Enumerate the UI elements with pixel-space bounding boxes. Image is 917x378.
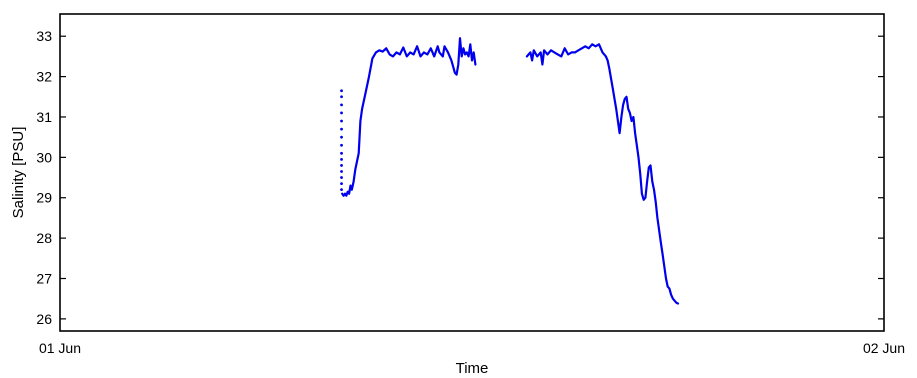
salinity-data-point — [340, 127, 343, 131]
salinity-data-point — [340, 151, 343, 155]
x-tick-label: 01 Jun — [39, 340, 81, 356]
y-tick-label: 33 — [36, 28, 52, 44]
salinity-data-point — [340, 157, 343, 161]
salinity-data-point — [340, 111, 343, 115]
y-tick-label: 27 — [36, 271, 52, 287]
salinity-data-point — [340, 143, 343, 147]
salinity-data-point — [340, 182, 343, 186]
y-axis-title: Salinity [PSU] — [10, 127, 27, 219]
y-tick-labels: 26 27 28 29 30 31 32 33 — [36, 28, 52, 327]
y-tick-label: 28 — [36, 230, 52, 246]
y-tick-label: 31 — [36, 109, 52, 125]
salinity-data-point — [340, 176, 343, 179]
salinity-data-point — [340, 103, 343, 107]
y-tick-label: 26 — [36, 311, 52, 327]
salinity-data-point — [340, 164, 343, 167]
series-layer — [340, 37, 680, 305]
y-tick-label: 29 — [36, 190, 52, 206]
salinity-data-point — [340, 188, 343, 192]
salinity-data-point — [340, 119, 343, 123]
tick-layer — [60, 35, 884, 320]
salinity-series-line-2 — [525, 43, 680, 305]
y-tick-label: 32 — [36, 69, 52, 85]
salinity-series-line-1 — [341, 37, 477, 197]
x-tick-label: 02 Jun — [863, 340, 905, 356]
salinity-data-point — [340, 95, 343, 99]
x-tick-labels: 01 Jun 02 Jun — [39, 340, 905, 356]
y-tick-label: 30 — [36, 149, 52, 165]
salinity-data-point — [340, 135, 343, 139]
salinity-data-point — [340, 89, 343, 93]
plot-frame — [59, 13, 885, 332]
x-axis-title: Time — [456, 360, 489, 377]
salinity-data-point — [340, 170, 343, 173]
